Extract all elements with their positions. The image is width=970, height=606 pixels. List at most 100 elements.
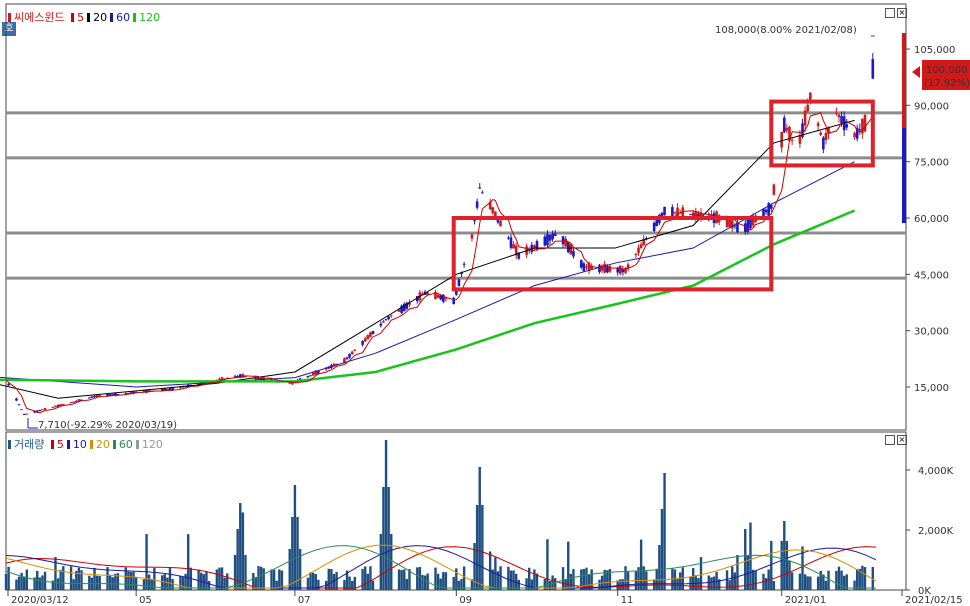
volume-bar <box>507 566 510 590</box>
volume-bar <box>855 569 859 590</box>
volume-bar <box>718 579 721 590</box>
volume-bar <box>59 570 62 590</box>
candle-body <box>163 388 167 391</box>
volume-bar <box>41 575 44 590</box>
candle-body <box>546 234 549 246</box>
price-tick-label: 60,000 <box>914 214 949 225</box>
candle-body <box>728 219 731 227</box>
volume-bar <box>746 555 750 590</box>
highlight-box <box>451 216 774 292</box>
legend-marker <box>8 13 11 22</box>
candle-body <box>512 244 515 249</box>
candle-body <box>809 92 812 103</box>
candle-body <box>579 260 583 268</box>
ma-legend-label-60: 60 <box>116 11 131 24</box>
ma-legend-marker <box>110 13 114 22</box>
candle-body <box>676 207 679 217</box>
volume-bar <box>403 569 406 590</box>
volume-bar <box>749 522 752 590</box>
high-annotation: 108,000(8.00% 2021/02/08) <box>715 25 857 36</box>
volume-bar <box>366 573 370 590</box>
volume-bar <box>272 569 276 590</box>
low-annotation: 7,710(-92.29% 2020/03/19) <box>38 420 177 431</box>
candle-body <box>59 404 62 406</box>
candle-body <box>835 112 838 114</box>
volume-bar <box>434 567 437 590</box>
volume-bar <box>56 578 60 590</box>
volume-bar <box>379 534 383 590</box>
volume-bar <box>514 573 518 590</box>
candle-body <box>291 381 294 385</box>
volume-bar <box>569 573 573 590</box>
candle-body <box>619 265 622 274</box>
candle-body <box>90 396 94 398</box>
volume-bar <box>733 572 737 590</box>
volume-bar <box>712 576 716 590</box>
candle-body <box>652 222 656 232</box>
volume-bar <box>233 555 237 590</box>
volume-bar <box>470 579 474 590</box>
volume-bar <box>43 571 47 590</box>
volume-bar <box>387 487 390 590</box>
volume-bar <box>197 569 200 590</box>
candle-body <box>106 394 109 397</box>
volume-bar <box>861 565 864 590</box>
volume-bar <box>608 569 612 590</box>
volume-bar <box>639 539 643 590</box>
candle-body <box>25 413 29 415</box>
candle-body <box>798 135 802 144</box>
candle-body <box>673 211 677 213</box>
ma-legend-label-120: 120 <box>141 438 163 451</box>
candle-body <box>270 378 273 382</box>
candle-body <box>402 303 406 312</box>
volume-bar <box>533 569 536 590</box>
volume-bar <box>691 568 695 590</box>
candle-body <box>840 116 843 124</box>
candle-body <box>61 404 65 406</box>
candle-body <box>551 233 554 240</box>
volume-bar <box>332 574 336 590</box>
ma-line-120 <box>0 209 856 383</box>
volume-bar <box>801 546 804 590</box>
candle-body <box>87 397 91 399</box>
volume-bar <box>619 579 622 590</box>
candle-body <box>475 201 479 208</box>
volume-bar <box>512 570 515 590</box>
candle-body <box>434 291 437 300</box>
candle-body <box>54 405 57 407</box>
volume-bar <box>582 569 586 590</box>
volume-bar <box>132 571 135 590</box>
volume-bar <box>72 579 75 590</box>
volume-bar <box>348 576 351 590</box>
volume-bar <box>314 574 317 590</box>
volume-bar <box>236 529 239 590</box>
volume-bar <box>816 576 820 590</box>
candle-body <box>111 393 115 396</box>
candle-body <box>348 353 351 358</box>
candle-body <box>517 253 521 259</box>
candle-body <box>837 114 841 118</box>
candle-body <box>751 215 755 226</box>
volume-bar <box>75 570 78 590</box>
ma-legend-label-10: 10 <box>72 438 87 451</box>
volume-bar <box>309 572 312 590</box>
volume-bar <box>751 569 755 590</box>
volume-bar <box>215 569 219 590</box>
volume-ma-line <box>5 545 877 589</box>
date-label: 11 <box>621 595 634 606</box>
candle-body <box>51 406 55 408</box>
candle-body <box>582 263 586 272</box>
volume-pane-restore-button[interactable] <box>885 435 895 445</box>
candle-body <box>642 239 646 246</box>
candle-body <box>624 267 627 273</box>
volume-bar <box>207 580 211 590</box>
candle-body <box>220 377 224 381</box>
volume-bar <box>335 572 338 590</box>
price-pane-restore-button[interactable] <box>885 8 895 18</box>
volume-bar <box>572 569 575 590</box>
volume-bar <box>798 573 802 590</box>
volume-bar <box>460 578 463 590</box>
volume-bar <box>822 574 825 590</box>
volume-bar <box>736 555 739 590</box>
volume-bar <box>561 567 565 590</box>
